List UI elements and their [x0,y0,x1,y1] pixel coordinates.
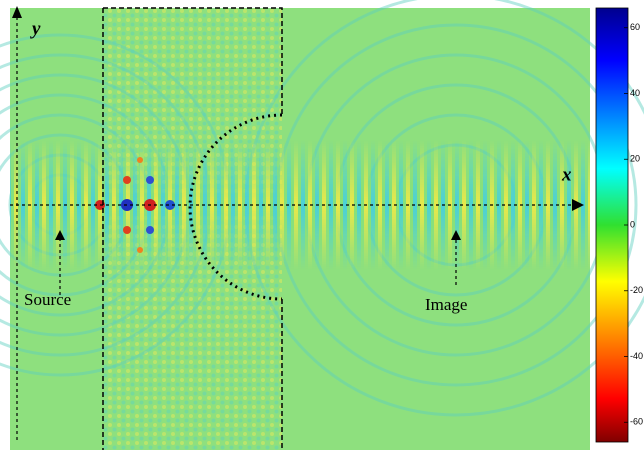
y-axis-label: y [30,18,41,39]
x-axis-label: x [561,164,572,185]
colorbar-tick-label: 20 [630,154,640,164]
colorbar-tick-label: 40 [630,88,640,98]
image-label: Image [425,295,467,314]
source-label: Source [24,290,71,309]
colorbar-tick-label: -60 [630,417,643,427]
colorbar-tick-label: -40 [630,351,643,361]
colorbar-tick-label: -20 [630,285,643,295]
colorbar-tick-label: 0 [630,219,635,229]
field-plot: y x Source Image [0,0,644,450]
colorbar-tick-label: 60 [630,22,640,32]
colorbar [596,8,628,442]
figure: y x Source Image 60 40 20 0 -20 -40 -60 [0,0,644,450]
